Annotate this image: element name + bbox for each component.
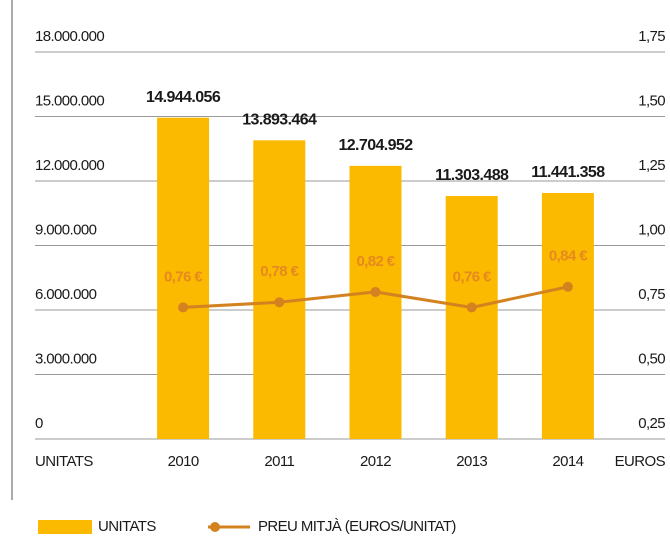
y-tick-label: 3.000.000 bbox=[35, 350, 97, 367]
x-tick-label: 2010 bbox=[168, 453, 199, 470]
legend-label: PREU MITJÀ (EUROS/UNITAT) bbox=[258, 518, 456, 535]
y2-tick-label: 1,00 bbox=[638, 221, 665, 238]
y-axis-label: UNITATS bbox=[35, 453, 93, 470]
bar bbox=[445, 195, 498, 439]
bar bbox=[541, 193, 594, 439]
price-value-label: 0,78 € bbox=[260, 263, 299, 280]
legend-dot bbox=[210, 522, 220, 532]
y-tick-label: 0 bbox=[35, 415, 43, 432]
y-tick-label: 9.000.000 bbox=[35, 221, 97, 238]
bar bbox=[253, 140, 306, 439]
y2-tick-label: 1,25 bbox=[638, 157, 665, 174]
x-tick-label: 2013 bbox=[456, 453, 487, 470]
price-point bbox=[274, 297, 285, 308]
y2-axis-label: EUROS bbox=[615, 453, 666, 470]
y-tick-label: 15.000.000 bbox=[35, 92, 104, 109]
y2-tick-label: 0,25 bbox=[638, 415, 665, 432]
y2-tick-label: 1,50 bbox=[638, 92, 665, 109]
y-tick-label: 12.000.000 bbox=[35, 157, 104, 174]
bar-value-label: 11.303.488 bbox=[435, 167, 509, 184]
bar bbox=[349, 165, 402, 439]
y-tick-label: 18.000.000 bbox=[35, 28, 104, 45]
bar-value-label: 11.441.358 bbox=[531, 164, 605, 181]
bar bbox=[157, 117, 210, 440]
price-value-label: 0,76 € bbox=[453, 268, 492, 285]
legend-label: UNITATS bbox=[98, 518, 156, 535]
y2-tick-label: 1,75 bbox=[638, 28, 665, 45]
bar-value-label: 12.704.952 bbox=[338, 137, 413, 154]
price-point bbox=[370, 286, 381, 297]
y2-tick-label: 0,75 bbox=[638, 286, 665, 303]
x-tick-label: 2012 bbox=[360, 453, 391, 470]
price-point bbox=[178, 302, 189, 313]
y-tick-label: 6.000.000 bbox=[35, 286, 97, 303]
x-tick-label: 2011 bbox=[264, 453, 294, 470]
x-tick-label: 2014 bbox=[552, 453, 583, 470]
price-value-label: 0,82 € bbox=[356, 253, 395, 270]
bar-value-label: 14.944.056 bbox=[146, 89, 221, 106]
price-value-label: 0,76 € bbox=[164, 268, 203, 285]
price-point bbox=[466, 302, 477, 313]
y2-tick-label: 0,50 bbox=[638, 350, 665, 367]
price-point bbox=[562, 281, 573, 292]
price-value-label: 0,84 € bbox=[549, 248, 588, 265]
bar-value-label: 13.893.464 bbox=[242, 112, 317, 129]
legend-swatch bbox=[38, 520, 92, 534]
